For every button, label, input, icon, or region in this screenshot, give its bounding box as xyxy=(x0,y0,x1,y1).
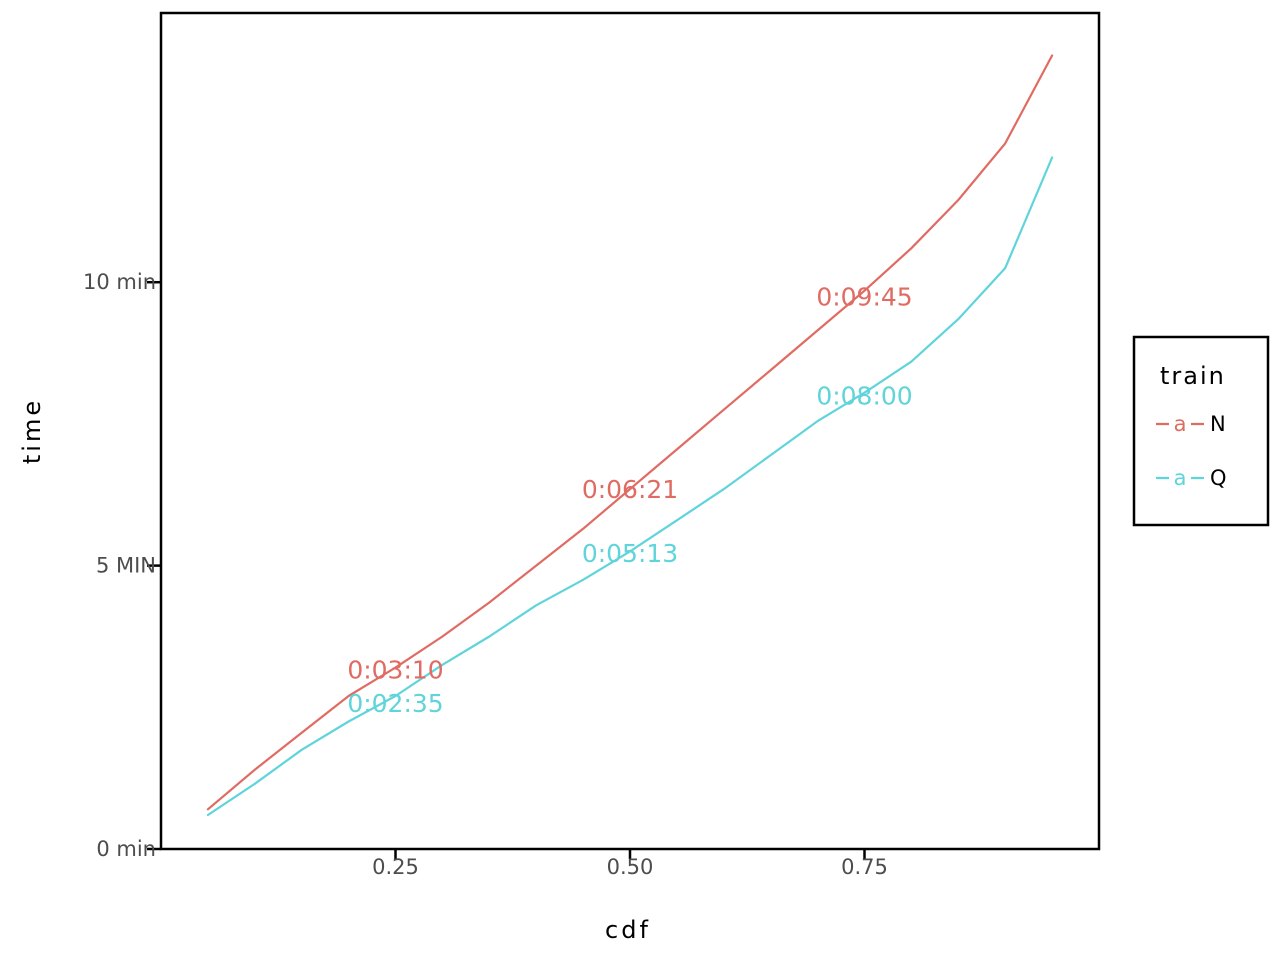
legend-label: Q xyxy=(1210,466,1227,490)
point-label-q: 0:05:13 xyxy=(582,539,678,568)
legend-key-glyph: a xyxy=(1174,466,1187,490)
legend-label: N xyxy=(1210,412,1226,436)
point-label-q: 0:08:00 xyxy=(816,382,912,411)
point-label-q: 0:02:35 xyxy=(347,689,443,718)
x-axis-title: cdf xyxy=(605,916,651,944)
x-tick-label: 0.25 xyxy=(372,855,419,879)
series-lines xyxy=(206,54,1054,817)
series-line-n xyxy=(206,54,1054,811)
legend: train a Na Q xyxy=(1132,335,1270,527)
y-tick-label: 10 min xyxy=(83,270,156,294)
point-labels: 0:03:10 0:06:21 0:09:45 0:02:35 0:05:13 0:08:… xyxy=(347,282,912,717)
point-label-n: 0:06:21 xyxy=(582,475,678,504)
y-axis-title: time xyxy=(18,398,46,464)
legend-key-glyph: a xyxy=(1174,412,1187,436)
x-tick-label: 0.50 xyxy=(607,855,654,879)
legend-title: train xyxy=(1160,362,1226,390)
y-tick-label: 5 MIN xyxy=(96,554,156,578)
point-label-n: 0:03:10 xyxy=(347,655,443,684)
y-tick-label: 0 min xyxy=(96,837,156,861)
plot-panel-border xyxy=(159,11,1101,851)
x-tick-label: 0.75 xyxy=(841,855,888,879)
legend-box xyxy=(1132,335,1270,527)
legend-key-bg xyxy=(1169,411,1191,435)
legend-key-bg xyxy=(1169,465,1191,489)
axes: 0.25 0.50 0.75 0 min 5 MIN 10 min xyxy=(83,270,888,879)
series-line-q xyxy=(206,156,1054,817)
point-label-n: 0:09:45 xyxy=(816,282,912,311)
